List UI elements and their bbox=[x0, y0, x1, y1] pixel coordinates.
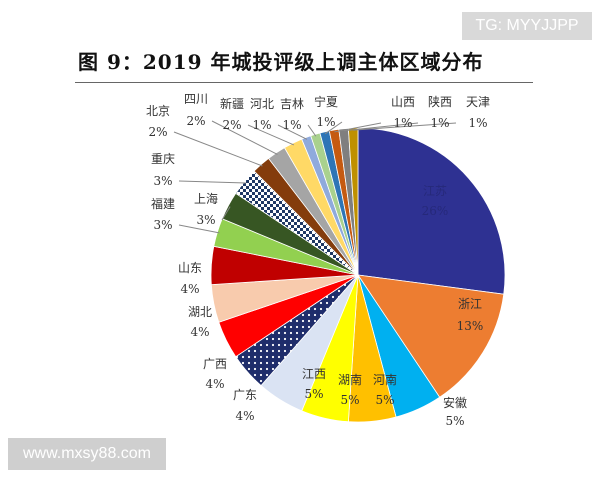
slice-label: 上海 bbox=[194, 191, 218, 206]
slice-percent: 4% bbox=[180, 282, 199, 296]
slice-label: 天津 bbox=[466, 95, 490, 109]
slice-label: 宁夏 bbox=[314, 94, 338, 109]
slice-label: 福建 bbox=[151, 196, 175, 211]
slice-percent: 3% bbox=[153, 218, 172, 232]
slice-percent: 1% bbox=[393, 116, 412, 130]
slice-label: 湖北 bbox=[188, 304, 212, 319]
slice-percent: 5% bbox=[375, 393, 394, 407]
slice-percent: 2% bbox=[186, 114, 205, 128]
leader-line bbox=[334, 122, 382, 133]
leader-line bbox=[247, 124, 295, 146]
leader-line bbox=[307, 124, 317, 137]
slice-percent: 1% bbox=[316, 115, 335, 129]
slice-label: 山东 bbox=[178, 261, 202, 275]
slice-label: 四川 bbox=[184, 92, 208, 106]
slice-percent: 4% bbox=[235, 409, 254, 423]
slice-percent: 4% bbox=[190, 325, 209, 339]
leader-line bbox=[324, 121, 343, 135]
slice-percent: 1% bbox=[252, 118, 271, 132]
slice-percent: 2% bbox=[148, 125, 167, 139]
watermark-tg: TG: MYYJJPP bbox=[462, 12, 592, 40]
leader-line bbox=[178, 180, 246, 184]
watermark-site: www.mxsy88.com bbox=[8, 438, 166, 470]
leader-line bbox=[178, 224, 220, 234]
slice-percent: 5% bbox=[445, 414, 464, 428]
slice-label: 新疆 bbox=[220, 96, 244, 111]
slice-label: 浙江 bbox=[458, 297, 482, 311]
slice-label: 江西 bbox=[302, 367, 326, 381]
slice-label: 陕西 bbox=[428, 94, 452, 109]
slice-label: 河北 bbox=[250, 97, 274, 111]
slice-percent: 4% bbox=[205, 377, 224, 391]
slice-label: 山西 bbox=[391, 95, 415, 109]
slice-percent: 1% bbox=[282, 118, 301, 132]
slice-percent: 5% bbox=[340, 393, 359, 407]
slice-percent: 26% bbox=[422, 204, 449, 218]
pie-slice-0 bbox=[357, 127, 506, 295]
slice-percent: 13% bbox=[457, 319, 484, 333]
slice-percent: 3% bbox=[196, 213, 215, 227]
slice-label: 广东 bbox=[233, 388, 257, 402]
slice-label: 广西 bbox=[203, 357, 227, 371]
slice-label: 吉林 bbox=[280, 97, 304, 111]
leader-line bbox=[221, 206, 231, 221]
slice-percent: 3% bbox=[153, 174, 172, 188]
slice-label: 安徽 bbox=[443, 395, 467, 410]
leader-line bbox=[211, 120, 278, 155]
leader-line bbox=[353, 122, 457, 131]
leader-line bbox=[277, 124, 308, 140]
slice-label: 湖南 bbox=[338, 372, 362, 387]
slice-percent: 2% bbox=[222, 118, 241, 132]
slice-percent: 5% bbox=[304, 387, 323, 401]
slice-label: 重庆 bbox=[151, 152, 175, 166]
slice-label: 河南 bbox=[373, 372, 397, 387]
slice-percent: 1% bbox=[430, 116, 449, 130]
slice-label: 北京 bbox=[146, 104, 170, 118]
pie-slice-1 bbox=[357, 274, 505, 398]
slice-percent: 1% bbox=[468, 116, 487, 130]
leader-line bbox=[173, 131, 263, 167]
slice-label: 江苏 bbox=[423, 184, 447, 198]
title-divider bbox=[75, 82, 533, 83]
chart-title: 图 9：2019 年城投评级上调主体区域分布 bbox=[78, 50, 484, 74]
